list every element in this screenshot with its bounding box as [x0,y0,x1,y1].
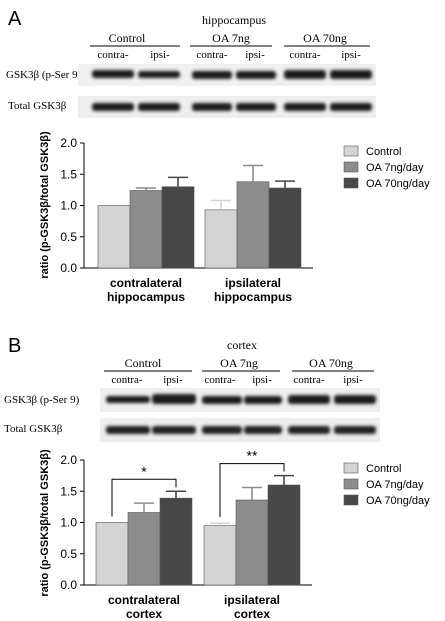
panel-a-y-tick-label: 1.5 [60,167,77,181]
panel-a-lane-4: ipsi- [245,49,265,61]
panel-b-region-label: cortex [227,338,257,352]
panel-a-bar-2-0 [161,186,195,269]
panel-b-error-bar-0-1 [210,522,230,526]
panel-a-lane-1: contra- [97,49,128,61]
panel-a-y-tick-label: 0.5 [60,230,77,244]
panel-a-group-control: Control [109,31,146,45]
panel-a-blot-label-phospho: GSK3β (p-Ser 9) [6,69,82,81]
panel-b-y-tick-label: 0.0 [60,578,77,592]
panel-b-significance-label-1: ** [247,448,258,464]
panel-b-lane-4: ipsi- [252,374,272,386]
panel-b-letter: B [8,335,21,357]
panel-b-lane-2: ipsi- [163,374,183,386]
panel-b-lane-1: contra- [111,374,142,386]
panel-b-legend-label-1: OA 7ng/day [366,479,424,491]
panel-a-bar-1-1 [236,181,270,269]
panel-b-legend-label-0: Control [366,463,401,475]
panel-b-y-axis-label: ratio (p-GSK3β/total GSK3β) [39,449,51,597]
panel-a-blot-phospho [78,64,376,86]
panel-a-legend-swatch-0 [343,145,359,157]
panel-b-significance-label-0: * [141,463,147,479]
panel-b-y-tick-label: 1.5 [60,484,77,498]
panel-b-group-oa70: OA 70ng [309,356,353,370]
panel-a-error-bar-1-1 [243,164,263,182]
panel-b-category-label-0: contralateral cortex [108,593,180,621]
panel-b-bar-0-0 [95,522,129,586]
panel-a-bar-chart: 0.0 0.5 1.0 1.5 2.0 ratio (p-GSK3β/total GSK3… [39,131,430,304]
panel-a-category-label-1: ipsilateral hippocampus [214,276,292,304]
panel-b-y-tick-label: 2.0 [60,453,77,467]
panel-a-error-bar-2-0 [168,176,188,187]
panel-b-legend-swatch-1 [343,478,359,490]
panel-a-blot-label-total: Total GSK3β [8,100,67,112]
panel-b-bar-1-1 [235,499,269,586]
panel-a-bar-0-0 [97,205,131,269]
panel-a-error-bar-2-1 [275,180,295,188]
panel-b-legend-swatch-2 [343,494,359,506]
panel-b-group-oa7: OA 7ng [220,356,258,370]
panel-b-blot-total [100,418,380,442]
panel-a-y-tick-label: 0.0 [60,261,77,275]
panel-a-group-oa7: OA 7ng [212,31,250,45]
panel-a-legend-label-0: Control [366,146,401,158]
panel-a: A hippocampus Control OA 7ng OA 70ng con… [6,8,430,304]
panel-b-lane-3: contra- [204,374,235,386]
panel-a-y-axis-label: ratio (p-GSK3β/total GSK3β) [39,131,51,279]
panel-b-significance-bracket-1 [219,463,285,518]
panel-b-lane-5: contra- [293,374,324,386]
panel-a-error-bar-0-1 [211,199,231,210]
panel-a-bar-0-1 [204,209,238,269]
panel-b-significance-bracket-0 [111,478,177,517]
panel-a-legend-swatch-2 [343,177,359,189]
panel-a-group-oa70: OA 70ng [303,31,347,45]
panel-b-bar-1-0 [127,512,161,586]
panel-b-bar-chart: 0.0 0.5 1.0 1.5 2.0 ratio (p-GSK3β/total GSK3… [39,448,430,621]
panel-a-category-label-0: contralateral hippocampus [107,276,185,304]
panel-b-bar-2-0 [159,497,193,586]
panel-b-error-bar-1-1 [242,486,262,500]
panel-a-legend-label-1: OA 7ng/day [366,162,424,174]
panel-a-lane-3: contra- [196,49,227,61]
panel-b-y-tick-label: 1.0 [60,516,77,530]
panel-b-y-tick-label: 0.5 [60,547,77,561]
panel-a-lane-5: contra- [289,49,320,61]
panel-a-region-label: hippocampus [202,13,266,27]
panel-b-legend-label-2: OA 70ng/day [366,495,430,507]
panel-a-lane-6: ipsi- [341,49,361,61]
panel-b-bar-2-1 [267,484,301,586]
panel-b-blot-phospho [100,388,380,412]
panel-a-legend-swatch-1 [343,161,359,173]
panel-a-y-tick-label: 2.0 [60,136,77,150]
panel-b-category-label-1: ipsilateral cortex [224,593,280,621]
panel-a-letter: A [8,8,22,30]
panel-b-error-bar-2-0 [166,490,186,499]
panel-b-error-bar-2-1 [274,474,294,485]
panel-a-bar-2-1 [268,187,302,269]
panel-b: B cortex Control OA 7ng OA 70ng contra- … [4,335,430,621]
panel-a-y-tick-label: 1.0 [60,199,77,213]
panel-b-error-bar-1-0 [134,502,154,513]
panel-a-lane-2: ipsi- [150,49,170,61]
panel-a-bar-1-0 [129,190,163,269]
panel-b-legend-swatch-0 [343,462,359,474]
panel-b-lane-6: ipsi- [343,374,363,386]
panel-a-blot-total [78,96,376,118]
panel-a-error-bar-1-0 [136,187,156,191]
panel-b-blot-label-total: Total GSK3β [4,423,63,435]
panel-a-legend-label-2: OA 70ng/day [366,178,430,190]
panel-b-group-control: Control [125,356,162,370]
panel-b-blot-label-phospho: GSK3β (p-Ser 9) [4,394,80,406]
panel-b-bar-0-1 [203,525,237,586]
